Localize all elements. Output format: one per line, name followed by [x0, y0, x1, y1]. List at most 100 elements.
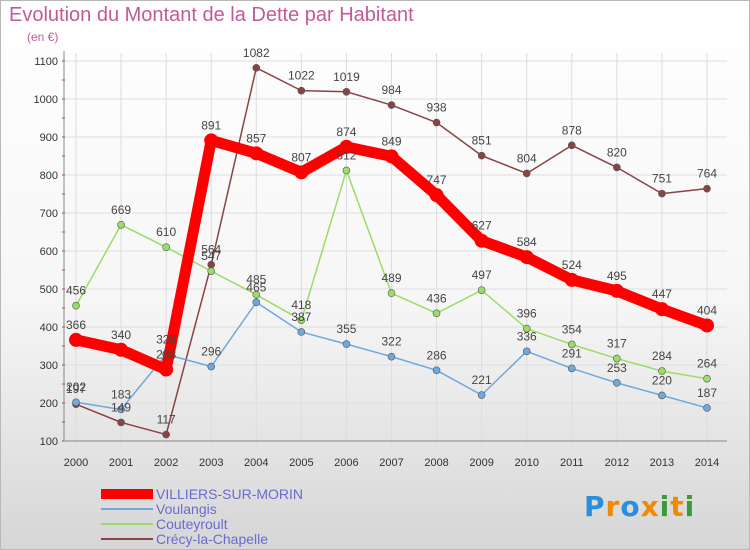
data-label-1-2009: 221: [472, 373, 492, 387]
data-point-0-2007: [384, 149, 399, 164]
data-label-1-2014: 187: [697, 386, 717, 400]
data-point-0-2004: [249, 146, 264, 161]
data-point-2-2010: [522, 324, 531, 333]
y-tick-label-100: 100: [40, 436, 58, 448]
data-point-3-2013: [658, 189, 666, 198]
data-label-1-2005: 387: [291, 310, 311, 324]
legend-item-2: Couteyroult: [101, 516, 401, 532]
x-tick-label-2001: 2001: [109, 457, 133, 469]
data-point-3-2004: [252, 64, 261, 72]
data-label-2-2008: 436: [427, 291, 447, 305]
legend-swatch: [101, 489, 153, 499]
data-label-2-2004: 485: [246, 273, 266, 287]
data-label-0-2014: 404: [697, 303, 717, 317]
y-tick-label-600: 600: [40, 246, 58, 258]
legend-label: Voulangis: [156, 501, 217, 517]
data-point-2-2009: [477, 286, 486, 294]
data-label-0-2000: 366: [66, 318, 86, 332]
data-point-3-2014: [703, 184, 711, 193]
data-label-2-2000: 456: [66, 284, 86, 298]
data-point-0-2010: [519, 250, 534, 265]
data-label-0-2013: 447: [652, 287, 672, 301]
data-point-0-2011: [564, 272, 579, 287]
data-label-2-2006: 812: [336, 148, 356, 162]
data-point-0-2014: [700, 318, 714, 333]
legend-label: Crécy-la-Chapelle: [156, 531, 269, 547]
data-label-1-2011: 291: [562, 346, 582, 360]
data-point-1-2010: [522, 347, 531, 356]
x-tick-label-2002: 2002: [154, 457, 178, 469]
data-point-3-2008: [432, 118, 441, 127]
data-label-2-2009: 497: [472, 268, 492, 282]
data-label-2-2012: 317: [607, 337, 627, 351]
data-label-0-2003: 891: [201, 118, 221, 132]
data-point-1-2006: [342, 340, 351, 348]
data-point-0-2002: [159, 362, 174, 377]
data-point-3-2005: [297, 86, 306, 95]
data-label-0-2008: 747: [427, 173, 447, 187]
data-point-3-2002: [162, 430, 170, 439]
data-label-0-2006: 874: [336, 125, 356, 139]
data-point-1-2008: [432, 366, 441, 375]
data-point-2-2007: [387, 289, 396, 297]
data-point-1-2001: [117, 405, 125, 414]
data-point-2-2006: [342, 166, 351, 175]
data-label-0-2002: 288: [156, 348, 176, 362]
data-label-3-2011: 878: [562, 123, 582, 137]
y-tick-label-700: 700: [40, 208, 58, 220]
data-point-2-2002: [162, 243, 170, 251]
legend-swatch: [101, 508, 153, 510]
x-tick-label-2008: 2008: [424, 457, 448, 469]
data-point-1-2014: [703, 404, 711, 412]
data-label-2-2005: 418: [291, 298, 311, 312]
legend-swatch: [101, 538, 153, 540]
data-label-3-2014: 764: [697, 167, 717, 181]
data-label-2-2014: 264: [697, 357, 717, 371]
x-tick-label-2007: 2007: [379, 457, 403, 469]
data-point-3-2009: [477, 151, 486, 160]
data-label-0-2004: 857: [246, 131, 266, 145]
data-point-1-2004: [252, 298, 261, 307]
data-label-3-2002: 117: [157, 413, 176, 427]
data-point-3-2007: [387, 101, 396, 109]
data-point-0-2005: [294, 165, 309, 180]
data-point-2-2001: [117, 220, 125, 229]
data-point-2-2011: [567, 340, 576, 349]
data-point-1-2003: [207, 362, 216, 371]
logo-letter: P: [584, 490, 606, 523]
x-tick-label-2003: 2003: [199, 457, 223, 469]
y-tick-label-800: 800: [40, 170, 58, 182]
logo-letter: i: [659, 490, 671, 523]
data-label-2-2013: 284: [652, 349, 672, 363]
data-label-3-2005: 1022: [288, 69, 315, 83]
data-label-3-2006: 1019: [333, 70, 360, 84]
y-tick-label-900: 900: [40, 132, 58, 144]
data-point-0-2006: [339, 139, 354, 154]
data-label-1-2008: 286: [427, 348, 447, 362]
data-label-3-2004: 1082: [243, 46, 270, 60]
data-point-1-2011: [567, 364, 576, 373]
data-point-3-2011: [567, 141, 576, 150]
data-label-1-2004: 465: [246, 280, 266, 294]
data-label-0-2005: 807: [291, 150, 311, 164]
data-point-0-2008: [429, 188, 444, 203]
data-label-0-2010: 584: [517, 235, 537, 249]
legend: VILLIERS-SUR-MORIN Voulangis Couteyroult Cr…: [101, 486, 401, 547]
data-label-3-2009: 851: [472, 134, 492, 148]
data-point-3-2006: [342, 87, 351, 96]
y-tick-label-500: 500: [40, 284, 58, 296]
data-point-3-2012: [613, 163, 621, 172]
data-point-2-2014: [703, 374, 711, 383]
legend-item-0: VILLIERS-SUR-MORIN: [101, 486, 401, 502]
chart-subtitle: (en €): [27, 30, 59, 44]
y-tick-label-1100: 1100: [34, 56, 58, 68]
data-label-3-2007: 984: [381, 83, 401, 97]
data-point-1-2005: [297, 328, 306, 336]
data-point-3-2001: [117, 418, 125, 427]
data-label-0-2009: 627: [472, 219, 492, 233]
data-label-0-2007: 849: [381, 134, 401, 148]
data-point-2-2008: [432, 309, 441, 318]
logo-letter: t: [670, 490, 685, 523]
